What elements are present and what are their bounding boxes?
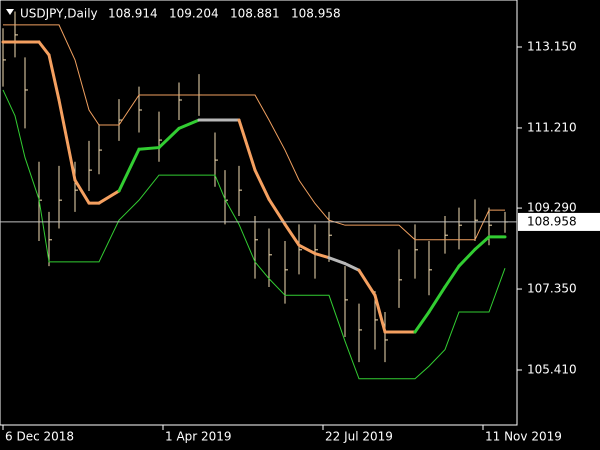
middle-line-segment [47, 53, 61, 102]
current-price-box [518, 212, 600, 231]
middle-line-segment [373, 293, 387, 334]
middle-line-segment [427, 285, 447, 314]
y-tick-label: 111.210 [527, 120, 577, 134]
middle-line-segment [137, 146, 161, 151]
y-tick-label: 109.290 [527, 201, 577, 215]
middle-line-segment [343, 262, 361, 272]
middle-line-segment [237, 118, 257, 172]
ohlc-value: 108.914 [108, 7, 158, 21]
middle-line-segment [157, 126, 181, 150]
x-tick-label: 1 Apr 2019 [165, 430, 232, 444]
middle-line-segment [457, 247, 477, 268]
y-tick-label: 105.410 [527, 362, 577, 376]
middle-line-segment [297, 243, 317, 256]
middle-line-segment [117, 147, 141, 193]
middle-line-segment [57, 98, 77, 182]
middle-line-segment [37, 40, 51, 57]
x-tick-label: 11 Nov 2019 [485, 430, 562, 444]
ohlc-value: 109.204 [169, 7, 219, 21]
current-price-label: 108.958 [527, 214, 577, 228]
middle-line-segment [357, 268, 377, 297]
middle-line-segment [73, 178, 91, 205]
middle-line-segment [283, 222, 301, 247]
middle-line-segment [413, 310, 431, 334]
y-tick-label: 107.350 [527, 282, 577, 296]
plot-frame [0, 0, 518, 426]
x-tick-label: 6 Dec 2018 [5, 430, 74, 444]
middle-line-segment [313, 252, 331, 260]
y-tick-label: 113.150 [527, 39, 577, 53]
ohlc-value: 108.958 [291, 7, 341, 21]
lower-band [2, 89, 506, 380]
middle-line-segment [267, 197, 287, 226]
middle-line-segment [177, 118, 201, 130]
x-tick-label: 22 Jul 2019 [325, 430, 393, 444]
ohlc-value: 108.881 [230, 7, 280, 21]
upper-band [3, 24, 505, 241]
middle-line-segment [327, 256, 347, 266]
middle-line-segment [97, 189, 121, 205]
middle-line-segment [443, 264, 461, 289]
symbol-label: USDJPY,Daily [20, 7, 98, 21]
middle-line-segment [253, 168, 271, 201]
menu-triangle [6, 9, 14, 15]
middle-line-segment [473, 235, 491, 251]
